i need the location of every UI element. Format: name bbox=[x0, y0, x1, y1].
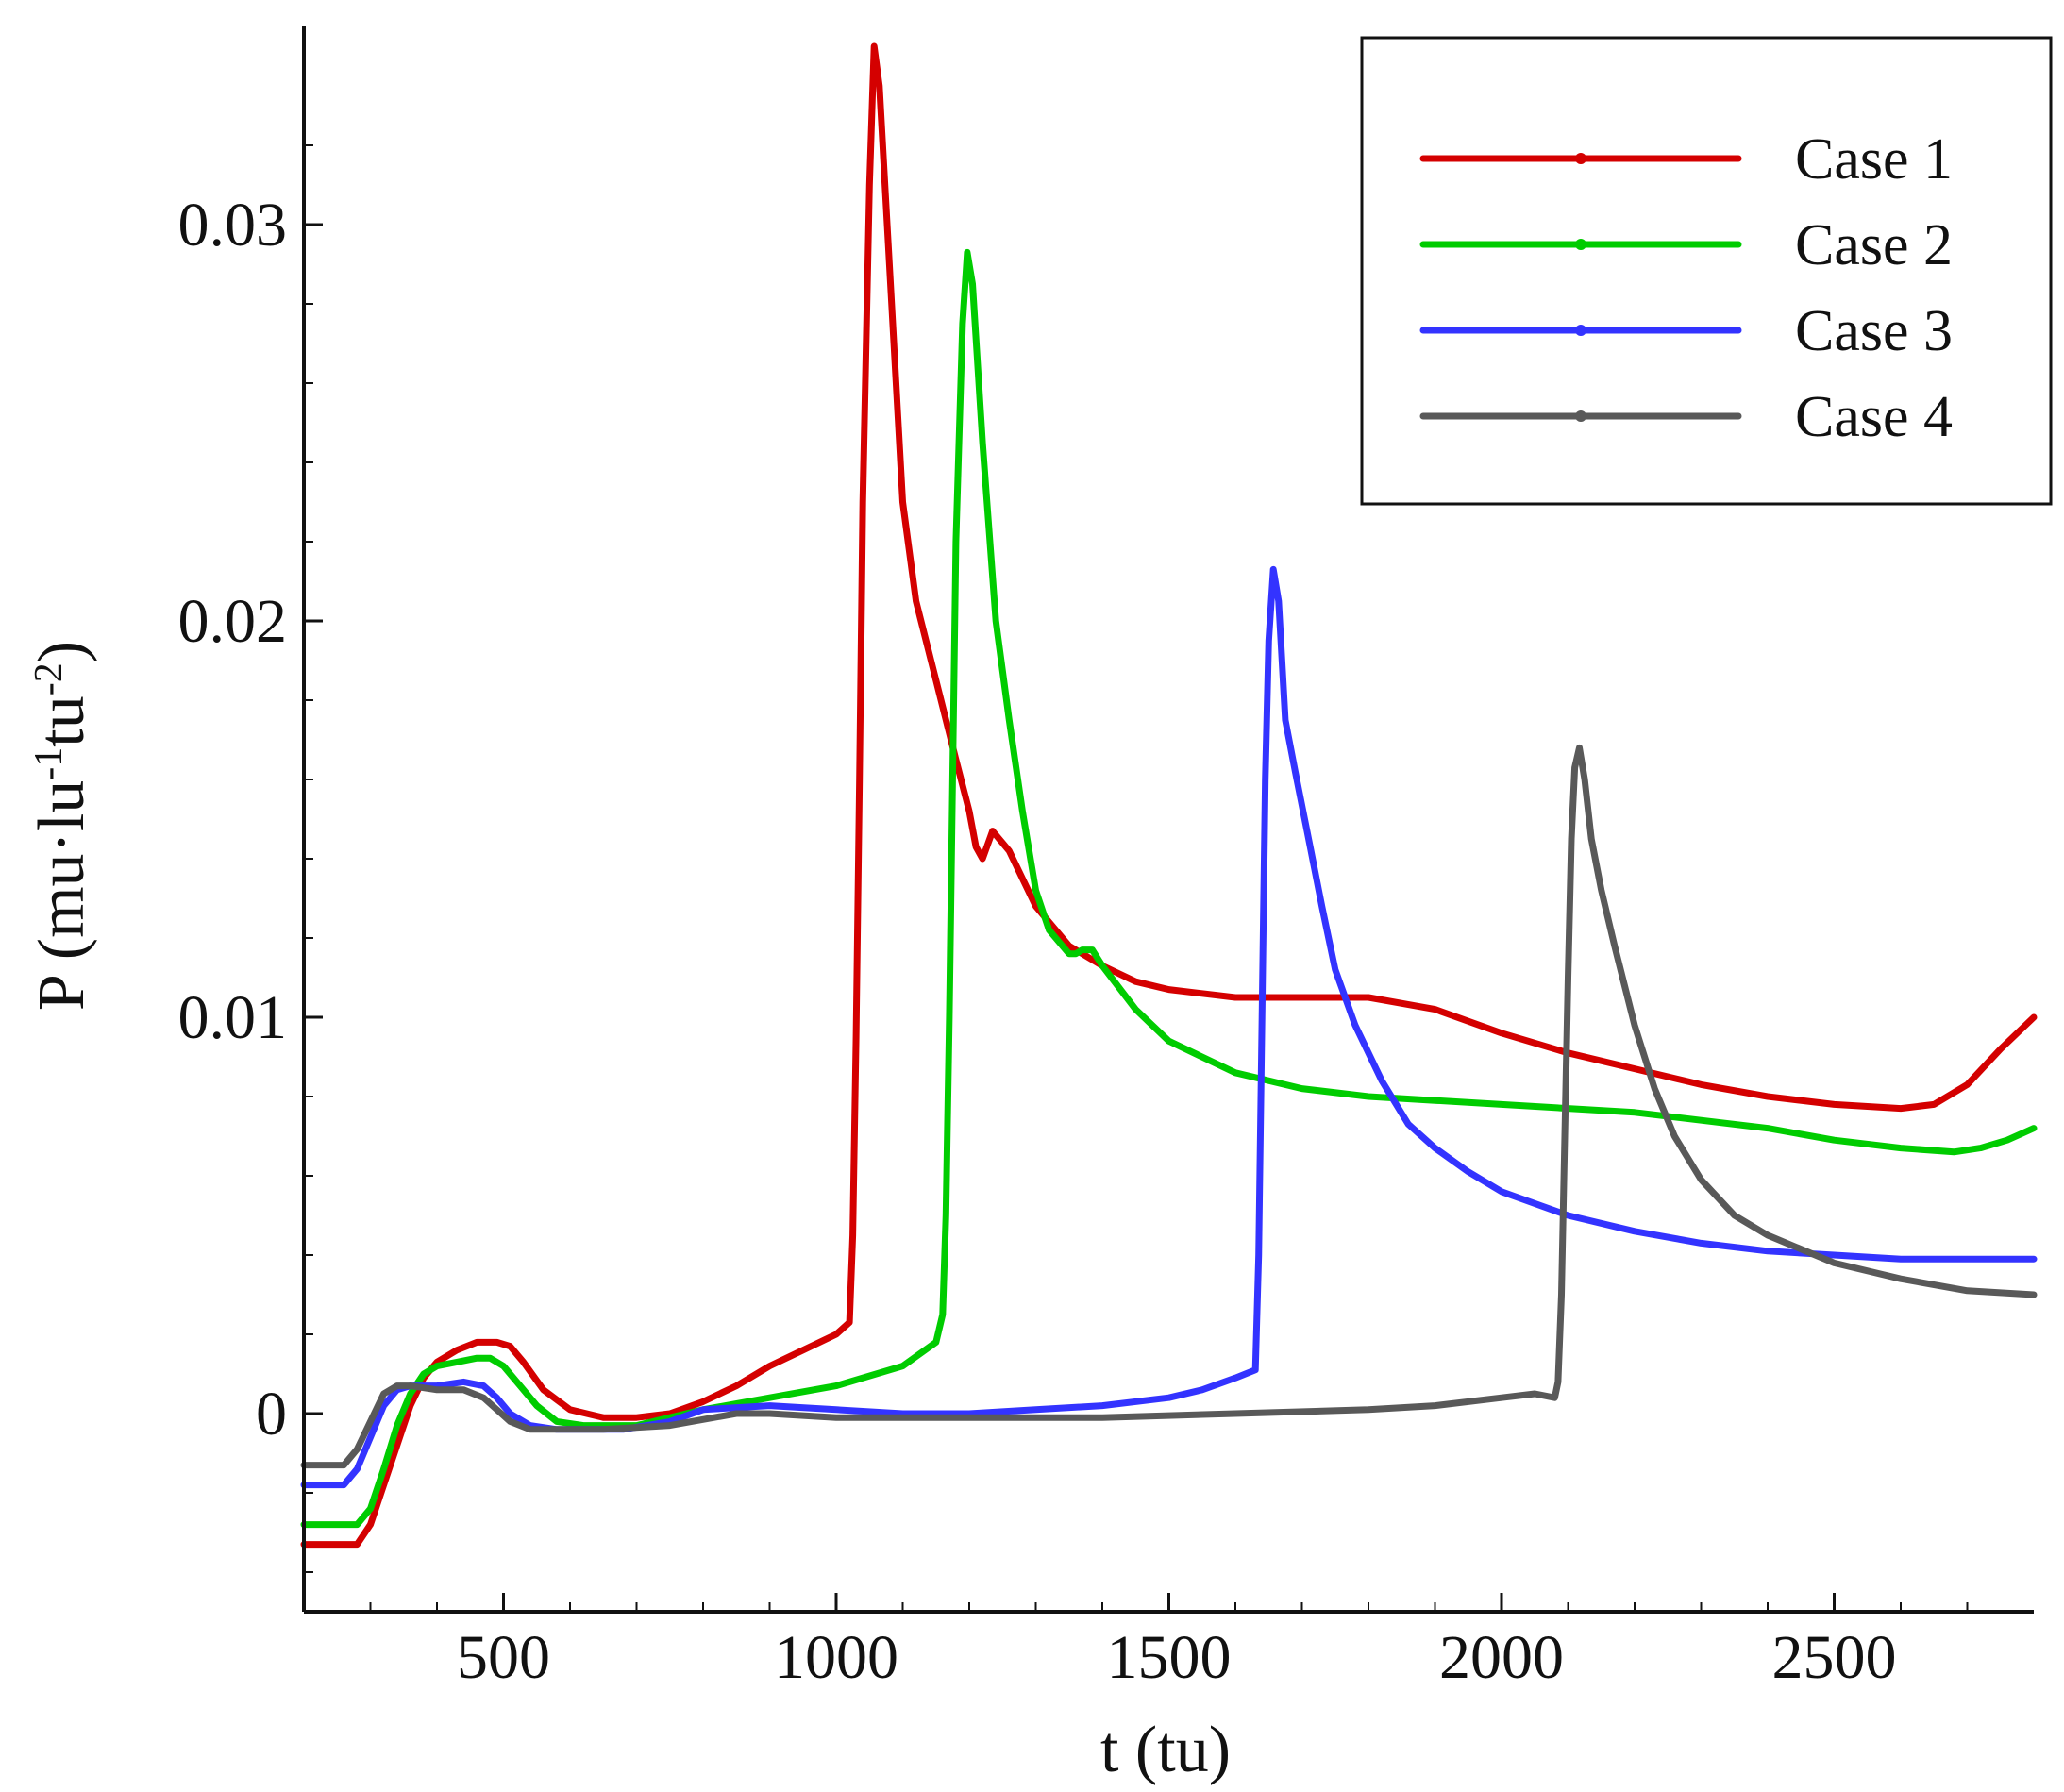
x-tick-label: 1500 bbox=[1107, 1623, 1232, 1692]
series-line-case1 bbox=[300, 42, 2038, 1549]
legend-label-case2: Case 2 bbox=[1795, 213, 1953, 277]
x-tick-label: 2500 bbox=[1772, 1623, 1897, 1692]
series-line-case3 bbox=[300, 565, 2038, 1489]
x-tick-label: 2000 bbox=[1439, 1623, 1564, 1692]
legend-marker-case4 bbox=[1575, 410, 1586, 422]
x-axis-title: t (tu) bbox=[1100, 1714, 1231, 1786]
ticks-layer: 500 1000 1500 2000 2500 0 0.01 0.02 0.03 bbox=[178, 144, 1969, 1692]
legend-label-case3: Case 3 bbox=[1795, 299, 1953, 363]
series-line-case4 bbox=[300, 744, 2038, 1469]
legend-box bbox=[1360, 36, 2053, 506]
legend-marker-case3 bbox=[1575, 325, 1586, 336]
legend-label-case4: Case 4 bbox=[1795, 385, 1953, 449]
legend-marker-case2 bbox=[1575, 239, 1586, 250]
series-layer bbox=[300, 42, 2038, 1549]
legend-entries: Case 1 Case 2 Case 3 Case 4 bbox=[1419, 127, 1953, 449]
x-tick-label: 500 bbox=[457, 1623, 550, 1692]
legend-label-case1: Case 1 bbox=[1795, 127, 1953, 192]
legend-marker-case1 bbox=[1575, 153, 1586, 164]
y-tick-label: 0 bbox=[256, 1380, 287, 1449]
series-line-case2 bbox=[300, 248, 2038, 1529]
y-tick-label: 0.01 bbox=[178, 983, 288, 1052]
x-tick-label: 1000 bbox=[774, 1623, 898, 1692]
y-tick-label: 0.03 bbox=[178, 191, 288, 260]
plot-area: 500 1000 1500 2000 2500 0 0.01 0.02 0.03 bbox=[178, 26, 2038, 1692]
legend: Case 1 Case 2 Case 3 Case 4 bbox=[1360, 36, 2053, 506]
y-axis-title: P (mu·lu-1tu-2) bbox=[25, 641, 98, 1011]
y-tick-label: 0.02 bbox=[178, 587, 288, 656]
